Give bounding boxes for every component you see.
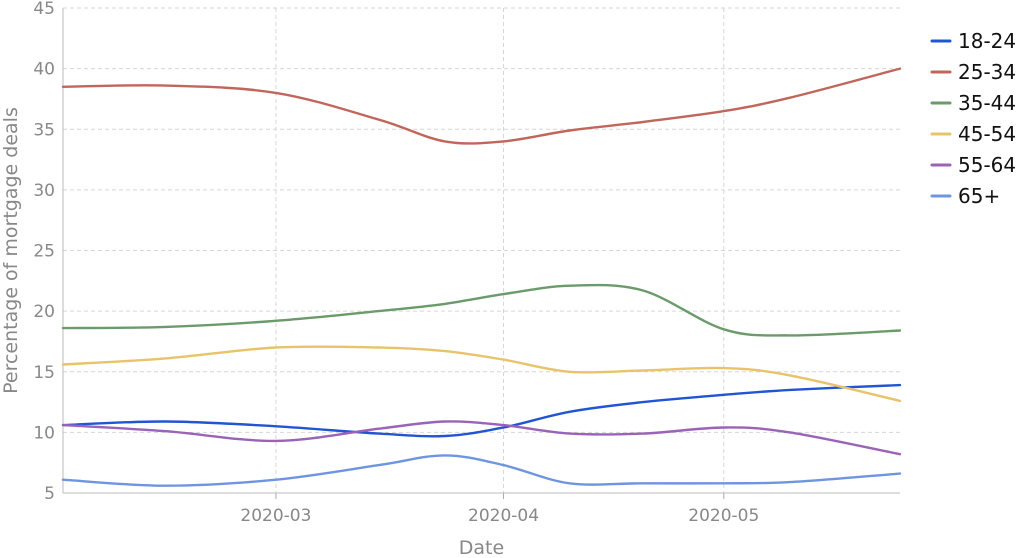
series-line-65plus — [61, 454, 902, 487]
legend-label: 25-34 — [958, 60, 1016, 84]
series-line-45-54 — [61, 345, 902, 403]
legend-item-55-64[interactable]: 55-64 — [930, 153, 1016, 177]
x-axis-title: Date — [459, 537, 504, 558]
legend-item-45-54[interactable]: 45-54 — [930, 122, 1016, 146]
legend-label: 55-64 — [958, 153, 1016, 177]
grid — [63, 7, 900, 494]
legend-label: 18-24 — [958, 29, 1016, 53]
y-tick-label: 5 — [44, 484, 55, 504]
y-tick-label: 35 — [33, 120, 55, 140]
legend-label: 45-54 — [958, 122, 1016, 146]
y-axis-title: Percentage of mortgage deals — [0, 107, 22, 394]
series-line-35-44 — [61, 283, 902, 337]
y-tick-label: 20 — [33, 302, 55, 322]
y-tick-label: 30 — [33, 181, 55, 201]
axes: 5 10 15 20 25 30 35 40 45 2020-03 2020-04 2020-05 — [33, 0, 900, 526]
series-line-18-24 — [61, 383, 902, 438]
y-tick-label: 15 — [33, 363, 55, 383]
legend[interactable]: 18-24 25-34 35-44 45-54 55-64 65+ — [930, 29, 1016, 208]
x-tick-label: 2020-05 — [688, 506, 759, 526]
series-line-55-64 — [61, 420, 902, 456]
legend-label: 65+ — [958, 184, 1000, 208]
x-tick-label: 2020-04 — [468, 506, 539, 526]
legend-item-25-34[interactable]: 25-34 — [930, 60, 1016, 84]
y-tick-label: 40 — [33, 60, 55, 80]
x-tick-label: 2020-03 — [240, 506, 311, 526]
legend-item-65plus[interactable]: 65+ — [930, 184, 1000, 208]
y-tick-label: 10 — [33, 423, 55, 443]
y-tick-label: 25 — [33, 242, 55, 262]
legend-item-35-44[interactable]: 35-44 — [930, 91, 1016, 115]
y-tick-label: 45 — [33, 0, 55, 19]
series-line-25-34 — [61, 67, 902, 145]
legend-label: 35-44 — [958, 91, 1016, 115]
series-lines — [61, 67, 902, 487]
legend-item-18-24[interactable]: 18-24 — [930, 29, 1016, 53]
